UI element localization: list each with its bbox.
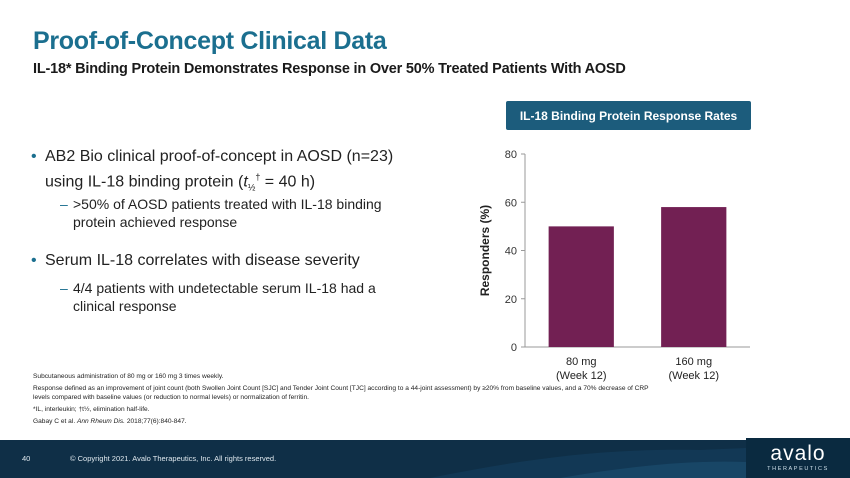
- y-tick-label: 80: [505, 149, 517, 161]
- page-number: 40: [22, 454, 31, 463]
- footer-wave-graphic: [430, 448, 746, 478]
- slide-subtitle: IL-18* Binding Protein Demonstrates Resp…: [33, 61, 626, 77]
- x-tick-label: (Week 12): [556, 370, 607, 382]
- footnote-abbreviations: *IL, interleukin; †t½, elimination half-…: [33, 406, 150, 413]
- y-tick-label: 40: [505, 246, 517, 258]
- copyright: © Copyright 2021. Avalo Therapeutics, In…: [70, 454, 277, 463]
- x-tick-label: 80 mg: [566, 356, 597, 368]
- bar: [548, 226, 614, 347]
- y-tick-label: 20: [505, 294, 517, 306]
- chart-header: IL-18 Binding Protein Response Rates: [506, 101, 751, 130]
- y-tick-label: 0: [511, 342, 517, 354]
- footnote-citation: Gabay C et al. Ann Rheum Dis. 2018;77(6)…: [33, 418, 187, 425]
- dash-icon: –: [60, 196, 68, 212]
- footer-band: [0, 440, 850, 478]
- dash-icon: –: [60, 280, 68, 296]
- x-tick-label: 160 mg: [675, 356, 712, 368]
- bar: [661, 207, 727, 347]
- y-axis-label: Responders (%): [478, 205, 492, 296]
- footnote-response-definition: Response defined as an improvement of jo…: [33, 385, 649, 401]
- bullet-dot-icon: •: [31, 252, 37, 269]
- avalo-logo: avalo THERAPEUTICS: [746, 438, 850, 478]
- footnote-administration: Subcutaneous administration of 80 mg or …: [33, 373, 224, 380]
- bullet-dot-icon: •: [31, 148, 37, 165]
- bullet-poc-text: AB2 Bio clinical proof-of-concept in AOS…: [45, 148, 394, 193]
- y-tick-label: 60: [505, 197, 517, 209]
- x-tick-label: (Week 12): [668, 370, 719, 382]
- footnotes: Subcutaneous administration of 80 mg or …: [33, 372, 653, 429]
- slide-title: Proof-of-Concept Clinical Data: [33, 27, 387, 55]
- bar-chart: 0 20 40 60 80 Responders (%) 80 mg (Week 12) 160…: [478, 149, 750, 382]
